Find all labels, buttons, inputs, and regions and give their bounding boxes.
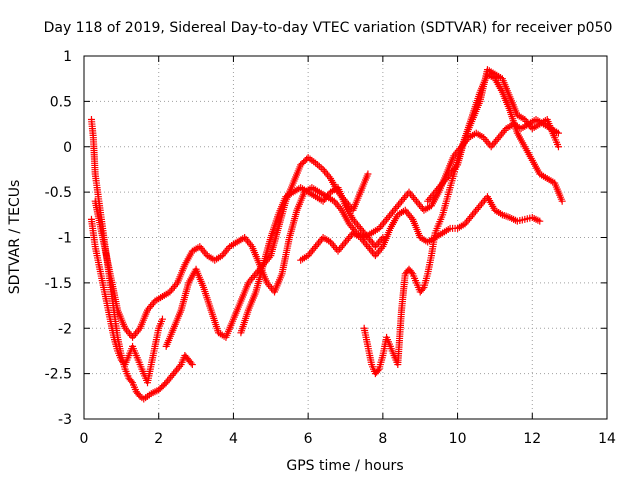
y-tick-label: -3 [58, 412, 72, 428]
y-axis-label: SDTVAR / TECUs [7, 180, 23, 295]
data-point [187, 359, 195, 367]
x-tick-label: 10 [449, 431, 467, 447]
x-tick-label: 14 [598, 431, 616, 447]
y-tick-label: -1.5 [45, 276, 72, 292]
x-axis-ticks: 0 2 4 6 8 10 12 14 [80, 56, 616, 447]
data-point [536, 217, 544, 225]
x-tick-label: 6 [304, 431, 313, 447]
y-tick-label: 0.5 [50, 94, 72, 110]
y-axis-ticks: 1 0.5 0 -0.5 -1 -1.5 -2 -2.5 -3 [45, 49, 607, 428]
x-tick-label: 2 [154, 431, 163, 447]
series-track-3 [91, 116, 562, 341]
data-point [158, 315, 166, 323]
x-tick-label: 4 [229, 431, 238, 447]
x-tick-label: 0 [80, 431, 89, 447]
data-point [161, 380, 169, 388]
y-tick-label: 1 [63, 49, 72, 65]
x-axis-label: GPS time / hours [286, 458, 403, 474]
y-tick-label: -2.5 [45, 367, 72, 383]
data-point [558, 197, 566, 205]
gridlines [84, 56, 607, 419]
series-track-5 [237, 184, 387, 337]
y-tick-label: 0 [63, 140, 72, 156]
data-point [364, 170, 372, 178]
y-tick-label: -1 [58, 231, 72, 247]
data-point [554, 143, 562, 151]
series-track-6 [297, 193, 544, 264]
x-tick-label: 8 [378, 431, 387, 447]
data-point [374, 367, 382, 375]
y-tick-label: -0.5 [45, 185, 72, 201]
data-point [188, 361, 196, 369]
x-tick-label: 12 [523, 431, 541, 447]
data-marks [87, 66, 566, 403]
chart-title: Day 118 of 2019, Sidereal Day-to-day VTE… [44, 20, 613, 36]
series-track-8 [424, 66, 562, 205]
y-tick-label: -2 [58, 321, 72, 337]
data-point [419, 285, 427, 293]
data-point [127, 377, 135, 385]
series-track-2 [87, 215, 166, 387]
data-point [407, 268, 415, 276]
